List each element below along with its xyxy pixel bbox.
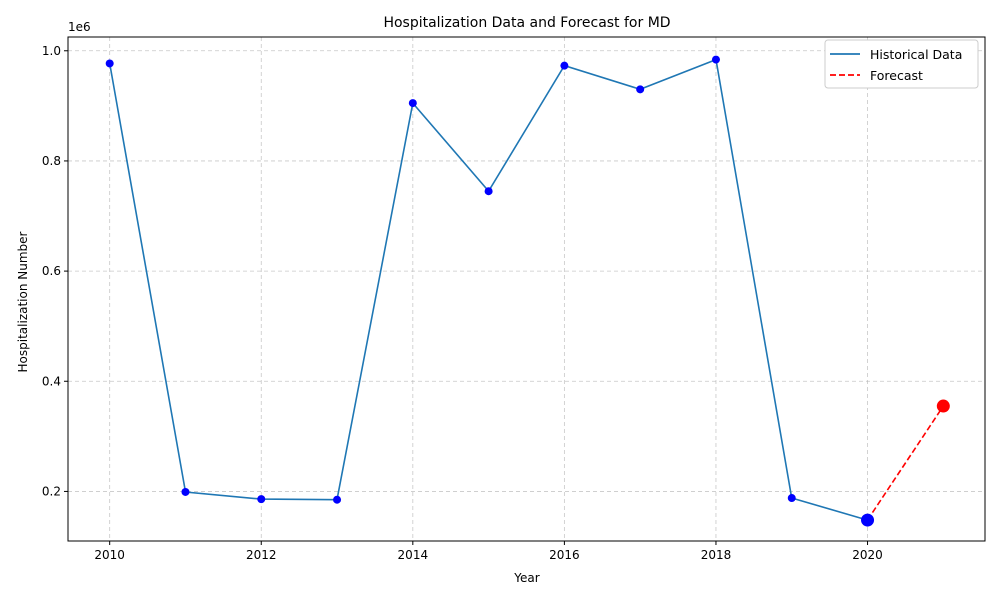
legend-historical-label: Historical Data	[870, 47, 962, 62]
y-axis-label: Hospitalization Number	[16, 231, 30, 372]
legend-forecast-label: Forecast	[870, 68, 923, 83]
x-axis-ticks: 2010 2012 2014 2016 2018 2020	[94, 541, 883, 562]
x-axis-label: Year	[513, 571, 539, 585]
y-tick-label: 0.4	[42, 374, 61, 388]
historical-data-point	[257, 495, 266, 504]
legend-box	[824, 39, 979, 89]
y-tick-label: 1.0	[42, 44, 61, 58]
x-tick-label: 2018	[701, 548, 732, 562]
x-tick-label: 2010	[94, 548, 125, 562]
y-axis-offset-label: 1e6	[68, 20, 91, 34]
historical-data-point	[787, 494, 796, 503]
grid	[68, 37, 985, 541]
historical-data-point	[636, 85, 645, 94]
y-axis-ticks: 0.2 0.4 0.6 0.8 1.0	[42, 44, 68, 498]
forecast-point	[936, 399, 950, 413]
legend: Historical Data Forecast	[824, 39, 979, 89]
historical-data-point	[408, 99, 417, 108]
historical-data-point	[711, 55, 720, 64]
y-tick-label: 0.8	[42, 154, 61, 168]
chart-title: Hospitalization Data and Forecast for MD	[383, 15, 670, 31]
x-tick-label: 2020	[852, 548, 883, 562]
marker-layer	[105, 55, 950, 527]
x-tick-label: 2016	[549, 548, 580, 562]
x-tick-label: 2012	[246, 548, 277, 562]
plot-frame	[67, 36, 986, 542]
historical-data-point	[105, 59, 114, 68]
y-tick-label: 0.6	[42, 264, 61, 278]
historical-data-point	[333, 495, 342, 504]
forecast-line	[866, 405, 944, 521]
last-historical-point	[861, 513, 875, 527]
historical-data-point	[484, 187, 493, 196]
historical-data-point	[181, 487, 190, 496]
x-tick-label: 2014	[398, 548, 429, 562]
y-tick-label: 0.2	[42, 484, 61, 498]
historical-data-point	[560, 61, 569, 70]
